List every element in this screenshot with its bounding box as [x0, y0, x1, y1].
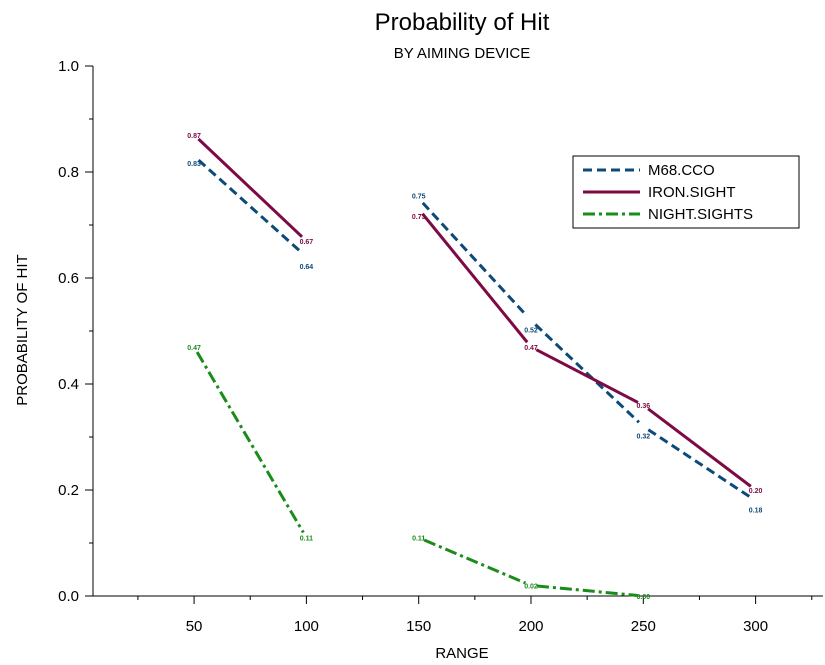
series-line: [648, 430, 750, 498]
series-line: [536, 350, 638, 403]
series-night-sights: 0.47 0.11 0.11 0.02 0.00: [187, 345, 650, 601]
chart-title: Probability of Hit: [375, 9, 550, 36]
x-tick-label: 250: [631, 618, 656, 635]
data-label: 0.75: [412, 194, 426, 201]
legend: M68.CCO IRON.SIGHT NIGHT.SIGHTS: [573, 156, 799, 228]
series-line: [535, 325, 639, 423]
y-tick-label: 0.4: [58, 376, 79, 393]
series-line: [648, 409, 751, 487]
data-label: 0.32: [636, 433, 650, 440]
data-label: 0.83: [187, 161, 201, 168]
data-label: 0.02: [524, 583, 538, 590]
x-tick-label: 200: [518, 618, 543, 635]
data-label: 0.47: [187, 345, 201, 352]
legend-entry: IRON.SIGHT: [648, 184, 736, 201]
series-line: [423, 203, 527, 316]
y-tick-label: 0.0: [58, 588, 79, 605]
data-label: 0.87: [187, 133, 201, 140]
y-tick-label: 0.2: [58, 482, 79, 499]
series-line: [197, 352, 303, 532]
x-axis-label: RANGE: [435, 645, 488, 662]
y-tick-label: 0.6: [58, 270, 79, 287]
x-tick-label: 50: [186, 618, 203, 635]
chart-subtitle: BY AIMING DEVICE: [394, 45, 530, 62]
series-line: [198, 139, 302, 237]
series-line: [537, 586, 637, 595]
data-label: 0.18: [749, 508, 763, 515]
data-label: 0.73: [412, 214, 426, 221]
y-axis-label: PROBABILITY OF HIT: [14, 254, 31, 405]
series-line: [199, 160, 302, 253]
y-tick-label: 1.0: [58, 58, 79, 75]
data-label: 0.64: [300, 264, 314, 271]
data-label: 0.52: [524, 327, 538, 334]
x-tick-label: 300: [743, 618, 768, 635]
data-label: 0.20: [749, 488, 763, 495]
legend-entry: NIGHT.SIGHTS: [648, 206, 753, 223]
legend-entry: M68.CCO: [648, 162, 715, 179]
data-label: 0.47: [524, 345, 538, 352]
series-line: [422, 214, 527, 342]
x-tick-label: 150: [406, 618, 431, 635]
data-label: 0.11: [412, 536, 425, 543]
data-label: 0.00: [636, 594, 650, 601]
data-label: 0.11: [300, 536, 313, 543]
series-line: [424, 540, 525, 583]
y-tick-label: 0.8: [58, 164, 79, 181]
data-label: 0.36: [636, 403, 650, 410]
data-label: 0.67: [300, 239, 314, 246]
x-tick-label: 100: [294, 618, 319, 635]
